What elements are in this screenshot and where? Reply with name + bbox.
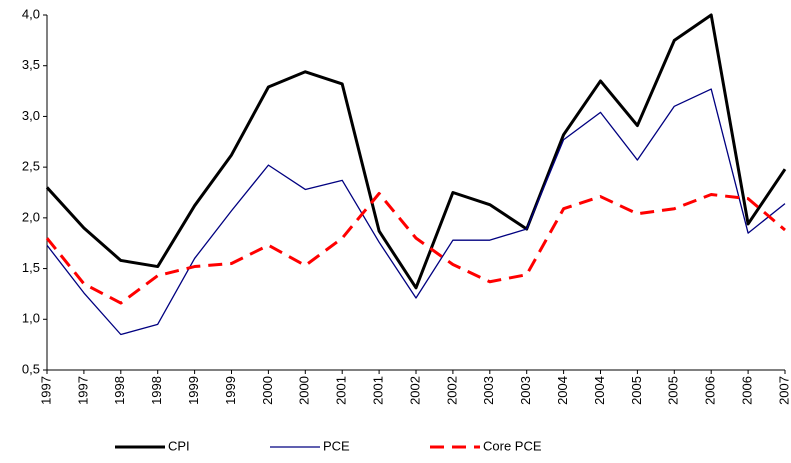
x-tick-label: 2006 [740, 376, 755, 405]
y-tick-label: 3,5 [22, 57, 40, 72]
y-tick-label: 4,0 [22, 6, 40, 21]
x-tick-label: 2007 [776, 376, 791, 405]
x-tick-label: 1998 [149, 376, 164, 405]
series-line [45, 192, 786, 305]
x-tick-label: 1999 [186, 376, 201, 405]
x-tick-label: 2003 [481, 376, 496, 405]
x-tick-label: 2002 [444, 376, 459, 405]
series-line [45, 13, 787, 290]
x-tick-label: 2001 [371, 376, 386, 405]
y-tick-label: 1,5 [22, 260, 40, 275]
x-tick-label: 2004 [592, 376, 607, 405]
series-line [46, 88, 786, 336]
x-tick-label: 2000 [297, 376, 312, 405]
legend-label: CPI [168, 438, 190, 453]
x-tick-label: 2002 [407, 376, 422, 405]
y-tick-label: 3,0 [22, 108, 40, 123]
y-tick-label: 1,0 [22, 311, 40, 326]
y-tick-label: 2,0 [22, 209, 40, 224]
legend-label: Core PCE [483, 438, 542, 453]
x-tick-label: 2000 [260, 376, 275, 405]
x-tick-label: 2006 [703, 376, 718, 405]
x-tick-label: 1999 [223, 376, 238, 405]
y-tick-label: 0,5 [22, 361, 40, 376]
x-tick-label: 2003 [518, 376, 533, 405]
x-tick-label: 2004 [555, 376, 570, 405]
x-tick-label: 2001 [334, 376, 349, 405]
x-tick-label: 1998 [112, 376, 127, 405]
x-tick-label: 2005 [629, 376, 644, 405]
y-tick-label: 2,5 [22, 159, 40, 174]
x-tick-label: 1997 [75, 376, 90, 405]
x-tick-label: 2005 [666, 376, 681, 405]
x-tick-label: 1997 [38, 376, 53, 405]
legend-label: PCE [323, 438, 350, 453]
